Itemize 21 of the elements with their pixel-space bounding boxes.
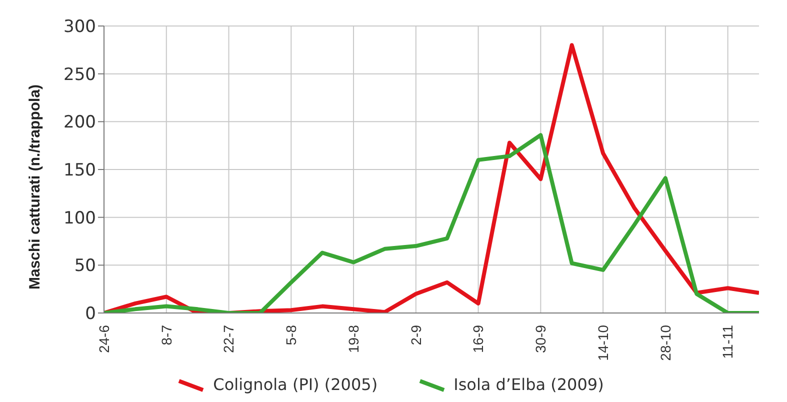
x-tick-label: 24-6 <box>96 324 112 354</box>
legend-label: Isola d’Elba (2009) <box>452 375 604 394</box>
y-axis-title: Maschi catturati (n./trappola) <box>26 84 44 290</box>
x-tick-label: 5-8 <box>283 324 300 346</box>
y-tick-label: 150 <box>64 160 96 181</box>
y-tick-label: 250 <box>64 64 96 85</box>
y-tick-label: 100 <box>64 208 96 228</box>
x-tick-label: 14-10 <box>594 324 611 361</box>
x-tick-label: 16-9 <box>470 324 486 354</box>
x-tick-label: 2-9 <box>408 324 424 346</box>
x-tick-label: 11-11 <box>720 324 736 359</box>
y-tick-label: 0 <box>85 304 96 324</box>
x-tick-label: 30-9 <box>532 324 549 354</box>
x-tick-label: 19-8 <box>345 324 362 354</box>
y-tick-label: 50 <box>74 256 96 276</box>
x-tick-label: 28-10 <box>657 324 674 361</box>
x-tick-label: 22-7 <box>220 324 237 354</box>
legend-label: Colignola (PI) (2005) <box>212 375 378 394</box>
x-tick-label: 8-7 <box>158 324 174 346</box>
y-tick-label: 300 <box>64 17 96 38</box>
y-tick-label: 200 <box>64 112 96 133</box>
